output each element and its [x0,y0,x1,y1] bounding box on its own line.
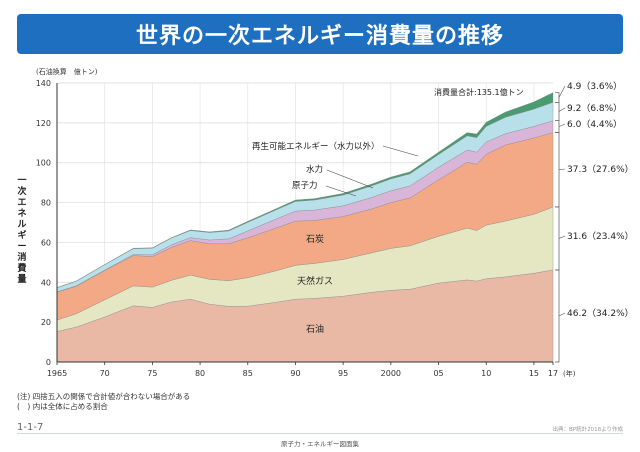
label-leader-renewable [558,85,566,98]
right-label-gas: 31.6（23.4%） [567,231,634,242]
x-tick-label: 75 [147,369,157,378]
inner-label-nuclear: 原子力 [292,180,318,191]
y-tick-label: 120 [36,119,51,128]
leader-nuclear [325,185,357,197]
y-tick-label: 80 [41,199,51,208]
label-leader-hydro [558,107,566,112]
inner-label-hydro: 水力 [306,164,323,175]
area-renewable [56,92,554,288]
bracket-gas [555,206,560,271]
x-tick-label: 95 [338,369,348,378]
bracket-hydro [555,101,560,122]
y-axis-label-char: 次 [17,185,26,197]
x-axis-unit: (年) [563,369,576,378]
x-tick-label: 80 [195,369,205,378]
inner-label-renewable: 再生可能エネルギー（水力以外） [252,141,380,152]
bracket-coal [555,132,560,208]
label-leader-nuclear [558,123,566,127]
label-leader-gas [558,235,566,239]
total-annotation: 消費量合計:135.1億トン [434,87,524,97]
y-tick-label: 60 [41,238,51,247]
x-tick-label: 1965 [47,369,67,378]
inner-label-coal: 石炭 [306,234,324,245]
y-axis-label-char: ネ [17,208,26,219]
page-title: 世界の一次エネルギー消費量の推移 [135,24,504,49]
y-axis-label-char: エ [17,198,26,208]
x-tick-label: 90 [290,369,300,378]
x-tick-label: 85 [243,369,253,378]
x-tick-label: 10 [481,369,491,378]
y-tick-label: 100 [36,159,51,168]
y-axis-label-char: ー [17,242,26,252]
x-tick-label: 17 [548,369,558,378]
notes: (注) 四捨五入の関係で合計値が合わない場合がある ( ) 内は全体に占める割合 [17,392,190,412]
y-axis-label-char: 一 [17,176,26,186]
page-number: 1-1-7 [17,422,44,433]
right-label-oil: 46.2（34.2%） [567,308,634,319]
right-label-renewable: 4.9（3.6%） [567,81,622,92]
x-tick-label: 05 [433,369,443,378]
label-leader-coal [558,168,566,171]
leader-renewable [382,145,419,157]
note-rounding: (注) 四捨五入の関係で合計値が合わない場合がある [17,392,191,401]
x-tick-label: 2000 [381,369,401,378]
y-tick-label: 40 [41,278,51,287]
y-axis-label-char: ル [17,219,26,230]
leader-hydro [326,169,374,189]
bracket-nuclear [555,120,560,133]
footer-title: 原子力・エネルギー図面集 [281,440,359,448]
y-axis-label-char: 消 [17,251,26,263]
note-percent: ( ) 内は全体に占める割合 [17,402,108,411]
title-bar: 世界の一次エネルギー消費量の推移 [17,14,623,54]
inner-label-oil: 石油 [306,323,324,335]
y-axis-label-char: 費 [17,262,26,274]
x-tick-label: 70 [100,369,110,378]
source-note: 出典：BP統計2018より作成 [552,427,623,433]
right-label-hydro: 9.2（6.8%） [567,103,622,114]
label-leader-oil [558,312,566,317]
footer-divider [17,433,623,434]
y-tick-label: 140 [36,79,51,88]
y-tick-label: 0 [46,358,51,367]
y-unit-label: (石油換算 億トン) [36,67,98,76]
bracket-renewable [555,92,560,103]
x-tick-label: 15 [529,369,539,378]
y-tick-label: 20 [41,318,51,327]
right-label-nuclear: 6.0（4.4%） [567,119,622,130]
right-label-coal: 37.3（27.6%） [567,164,634,175]
inner-label-gas: 天然ガス [297,275,333,287]
y-axis-label-char: 量 [17,273,26,285]
bracket-oil [555,269,560,363]
y-axis-label-char: ギ [17,229,26,241]
